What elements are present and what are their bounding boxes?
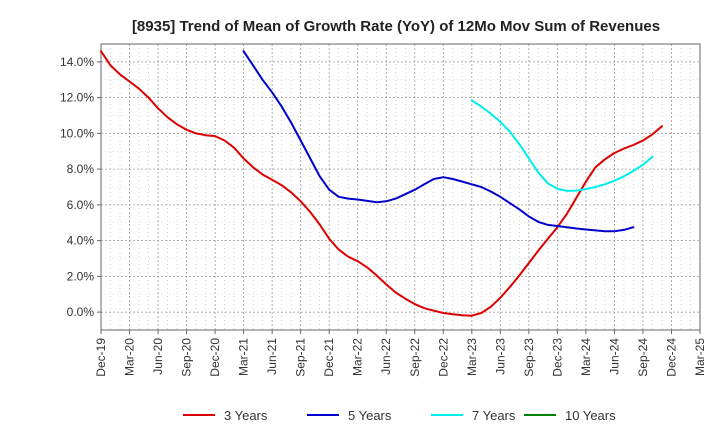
y-tick-label: 12.0% — [60, 91, 94, 105]
x-tick-label: Jun-20 — [151, 338, 165, 375]
x-tick-label: Sep-20 — [180, 338, 194, 377]
legend: 3 Years 5 Years 7 Years 10 Years — [183, 408, 616, 423]
x-tick-label: Mar-21 — [237, 338, 251, 376]
x-tick-label: Jun-21 — [265, 338, 279, 375]
x-tick-label: Sep-24 — [636, 338, 650, 377]
plot-background — [101, 44, 700, 330]
x-tick-label: Jun-24 — [607, 338, 621, 375]
y-tick-label: 10.0% — [60, 126, 94, 140]
x-tick-label: Mar-24 — [579, 338, 593, 376]
series-line-5-years — [242, 50, 635, 233]
x-tick-label: Mar-23 — [465, 338, 479, 376]
x-tick-label: Mar-25 — [693, 338, 707, 376]
legend-label-5-years: 5 Years — [348, 408, 392, 423]
series-lines — [100, 50, 663, 317]
x-axis-ticks: Dec-19 Mar-20 Jun-20 Sep-20 Dec-20 Mar-21 Jun-… — [94, 330, 707, 377]
plot-area — [101, 44, 700, 330]
series-line-3-years — [100, 50, 663, 317]
legend-label-3-years: 3 Years — [224, 408, 268, 423]
y-tick-label: 8.0% — [67, 162, 95, 176]
y-axis-ticks: 0.0% 2.0% 4.0% 6.0% 8.0% 10.0% 12.0% 14.0% — [60, 55, 101, 319]
x-tick-label: Dec-24 — [664, 338, 678, 377]
x-tick-label: Jun-23 — [493, 338, 507, 375]
x-tick-label: Jun-22 — [379, 338, 393, 375]
y-tick-label: 2.0% — [67, 269, 95, 283]
y-tick-label: 6.0% — [67, 198, 95, 212]
axes — [100, 43, 701, 331]
y-tick-label: 14.0% — [60, 55, 94, 69]
series-line-7-years — [470, 99, 654, 192]
x-tick-label: Dec-23 — [550, 338, 564, 377]
x-tick-label: Mar-20 — [123, 338, 137, 376]
x-tick-label: Mar-22 — [351, 338, 365, 376]
x-tick-label: Dec-20 — [208, 338, 222, 377]
x-tick-label: Sep-23 — [522, 338, 536, 377]
y-tick-label: 4.0% — [67, 234, 95, 248]
x-tick-label: Sep-21 — [294, 338, 308, 377]
plot-frame — [100, 43, 701, 331]
x-tick-label: Dec-22 — [436, 338, 450, 377]
chart-title: [8935] Trend of Mean of Growth Rate (YoY… — [132, 18, 660, 35]
x-tick-label: Dec-19 — [94, 338, 108, 377]
x-tick-label: Sep-22 — [408, 338, 422, 377]
x-tick-label: Dec-21 — [322, 338, 336, 377]
legend-label-10-years: 10 Years — [565, 408, 616, 423]
legend-label-7-years: 7 Years — [472, 408, 516, 423]
y-tick-label: 0.0% — [67, 305, 95, 319]
